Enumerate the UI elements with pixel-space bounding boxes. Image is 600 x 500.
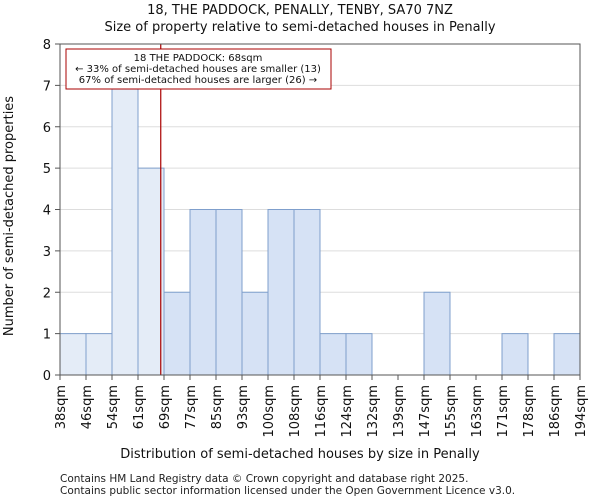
bars-layer	[59, 84, 581, 376]
histogram-bar	[163, 291, 191, 376]
y-tick-label: 6	[43, 121, 51, 136]
x-tick-label: 163sqm	[470, 385, 485, 438]
histogram-bar	[267, 209, 295, 376]
y-tick-label: 0	[43, 369, 51, 384]
y-tick-label: 7	[43, 79, 51, 94]
histogram-bar	[189, 209, 217, 376]
y-ticks: 0 1 2 3 4 5 6 7 8	[43, 38, 60, 384]
histogram-bar	[293, 209, 321, 376]
x-tick-label: 186sqm	[548, 385, 563, 438]
x-tick-label: 194sqm	[574, 385, 589, 438]
histogram-bar	[59, 333, 87, 376]
x-tick-label: 85sqm	[210, 385, 225, 429]
x-tick-label: 93sqm	[236, 385, 251, 429]
annotation-line-3: 67% of semi-detached houses are larger (…	[79, 75, 317, 86]
y-tick-label: 4	[43, 204, 51, 219]
y-tick-label: 5	[43, 162, 51, 177]
x-tick-label: 77sqm	[184, 385, 199, 429]
histogram-bar	[111, 84, 139, 376]
annotation-line-2: ← 33% of semi-detached houses are smalle…	[75, 64, 321, 75]
y-axis-label: Number of semi-detached properties	[2, 96, 17, 336]
x-tick-label: 38sqm	[54, 385, 69, 429]
x-tick-label: 171sqm	[496, 385, 511, 438]
x-tick-label: 61sqm	[132, 385, 147, 429]
x-tick-label: 147sqm	[418, 385, 433, 438]
annotation-line-1: 18 THE PADDOCK: 68sqm	[134, 53, 263, 64]
histogram-bar	[85, 333, 113, 376]
histogram-bar	[553, 333, 581, 376]
y-tick-label: 2	[43, 286, 51, 301]
histogram-bar	[137, 167, 165, 376]
x-tick-label: 116sqm	[314, 385, 329, 438]
x-tick-label: 178sqm	[522, 385, 537, 438]
y-tick-label: 8	[43, 38, 51, 53]
footer-line-1: Contains HM Land Registry data © Crown c…	[60, 473, 468, 485]
x-tick-label: 124sqm	[340, 385, 355, 438]
histogram-bar	[423, 291, 451, 376]
histogram-bar	[215, 209, 243, 376]
x-tick-label: 139sqm	[392, 385, 407, 438]
x-tick-label: 100sqm	[262, 385, 277, 438]
x-tick-label: 108sqm	[288, 385, 303, 438]
histogram-bar	[501, 333, 529, 376]
x-axis-label: Distribution of semi-detached houses by …	[120, 447, 480, 462]
histogram-bar	[241, 291, 269, 376]
histogram-bar	[345, 333, 373, 376]
annotation-box	[65, 48, 332, 90]
x-tick-label: 46sqm	[80, 385, 95, 429]
x-tick-label: 69sqm	[158, 385, 173, 429]
x-tick-label: 132sqm	[366, 385, 381, 438]
x-tick-label: 155sqm	[444, 385, 459, 438]
histogram-bar	[319, 333, 347, 376]
chart-title: 18, THE PADDOCK, PENALLY, TENBY, SA70 7N…	[147, 3, 453, 18]
x-ticks: 38sqm 46sqm 54sqm 61sqm 69sqm 77sqm 85sqm 93sqm…	[54, 375, 589, 438]
x-tick-label: 54sqm	[106, 385, 121, 429]
footer-line-2: Contains public sector information licen…	[60, 485, 515, 497]
chart-subtitle: Size of property relative to semi-detach…	[104, 20, 495, 35]
y-tick-label: 1	[43, 328, 51, 343]
y-tick-label: 3	[43, 245, 51, 260]
